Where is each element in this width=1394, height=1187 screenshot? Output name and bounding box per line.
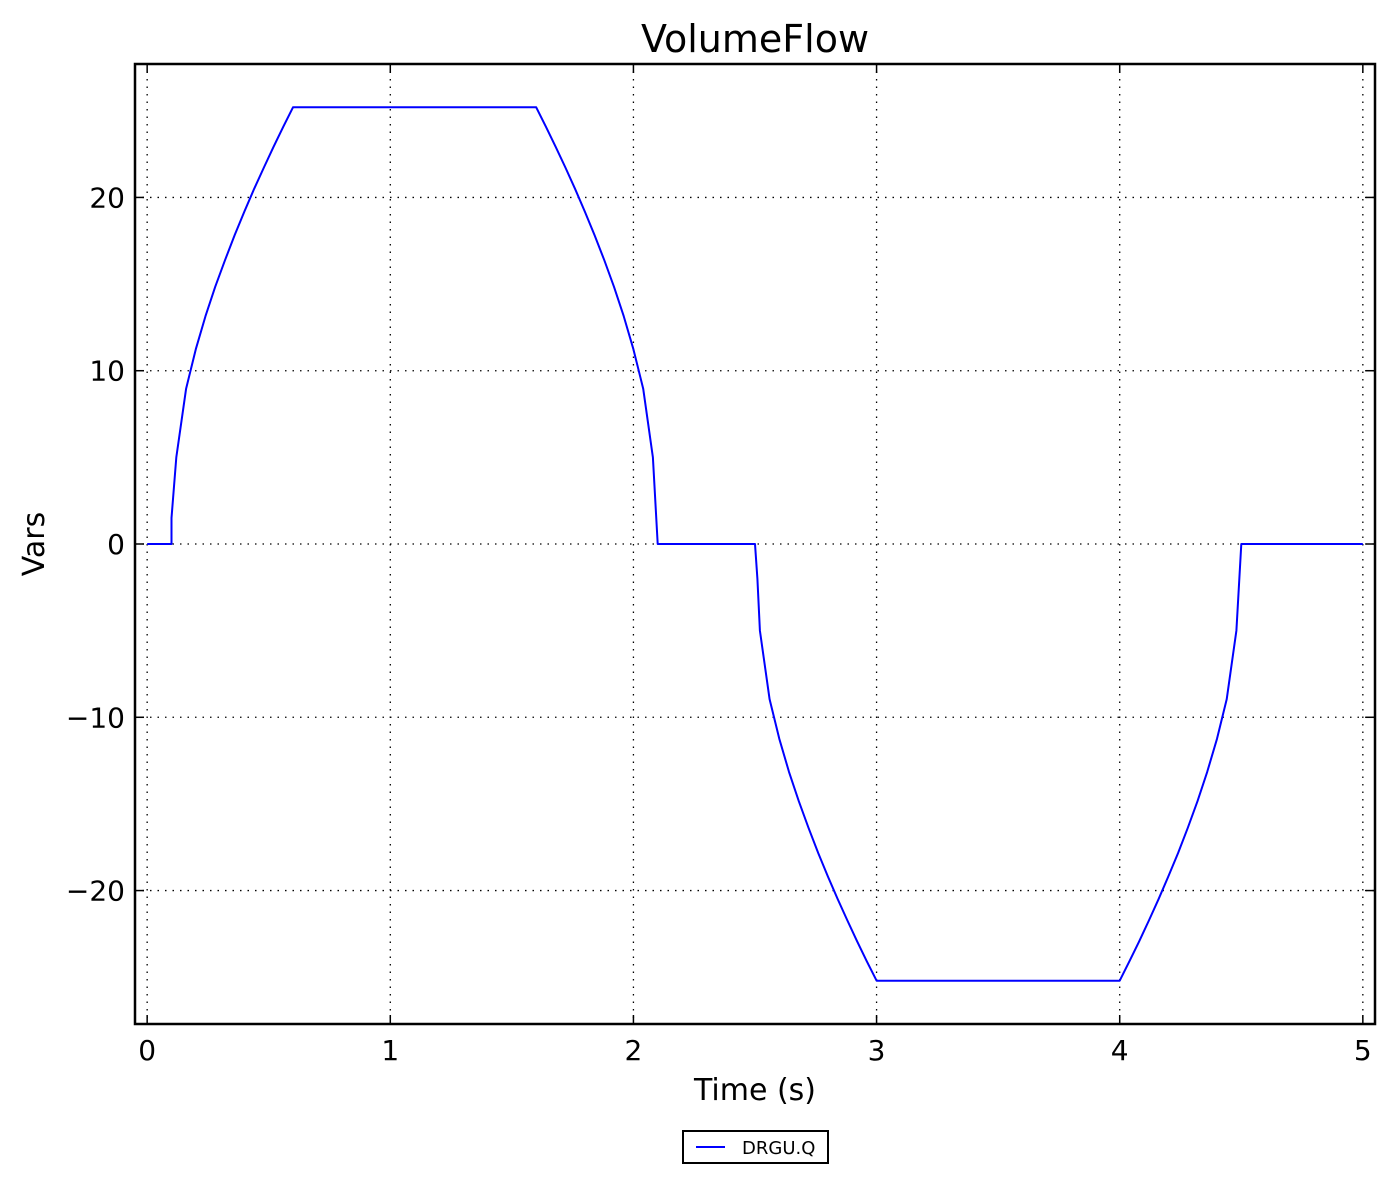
legend-label: DRGU.Q <box>742 1138 815 1159</box>
x-tick-label: 1 <box>381 1034 399 1067</box>
y-tick-label: 0 <box>107 528 125 561</box>
y-tick-label: −20 <box>66 875 125 908</box>
x-axis-label: Time (s) <box>693 1073 816 1108</box>
x-tick-label: 0 <box>138 1034 156 1067</box>
chart-title: VolumeFlow <box>641 17 869 61</box>
x-tick-label: 3 <box>868 1034 886 1067</box>
grid <box>135 64 1375 1024</box>
legend-box <box>682 1130 829 1164</box>
x-tick-label: 5 <box>1354 1034 1372 1067</box>
y-tick-label: 20 <box>89 181 125 214</box>
series-line <box>147 106 1363 982</box>
plot-frame <box>133 62 1377 1026</box>
ticks <box>135 64 1375 1024</box>
series-layer <box>147 106 1363 982</box>
x-tick-label: 2 <box>625 1034 643 1067</box>
x-tick-label: 4 <box>1111 1034 1129 1067</box>
y-tick-label: 10 <box>89 355 125 388</box>
legend: DRGU.Q <box>682 1130 829 1164</box>
tick-labels: 0 1 2 3 4 5 −20 −10 0 10 20 <box>66 181 1372 1067</box>
y-tick-label: −10 <box>66 701 125 734</box>
y-axis-label: Vars <box>17 512 52 577</box>
